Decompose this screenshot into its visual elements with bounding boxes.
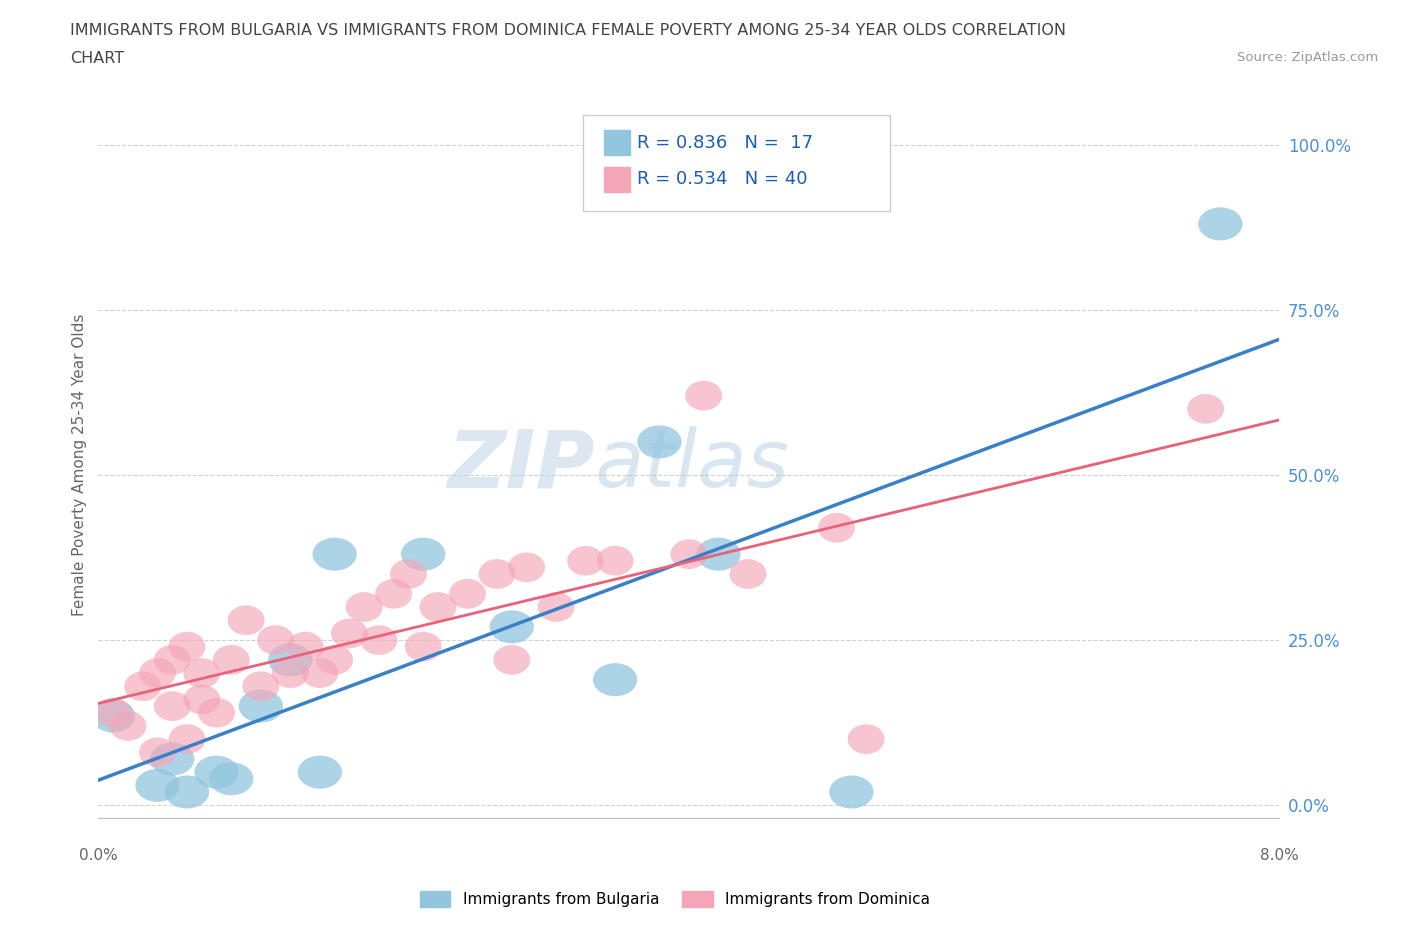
Ellipse shape bbox=[183, 684, 221, 714]
Ellipse shape bbox=[593, 663, 637, 697]
Ellipse shape bbox=[489, 610, 534, 644]
Ellipse shape bbox=[671, 539, 707, 569]
Legend: Immigrants from Bulgaria, Immigrants from Dominica: Immigrants from Bulgaria, Immigrants fro… bbox=[413, 884, 936, 913]
Ellipse shape bbox=[401, 538, 446, 571]
Ellipse shape bbox=[1198, 207, 1243, 241]
Ellipse shape bbox=[360, 625, 398, 655]
Ellipse shape bbox=[346, 592, 382, 622]
Ellipse shape bbox=[110, 711, 146, 741]
Bar bbox=[605, 130, 630, 155]
Ellipse shape bbox=[153, 645, 191, 675]
Ellipse shape bbox=[153, 691, 191, 721]
Bar bbox=[605, 166, 630, 193]
Ellipse shape bbox=[269, 644, 312, 676]
Ellipse shape bbox=[494, 645, 530, 675]
Ellipse shape bbox=[312, 538, 357, 571]
Ellipse shape bbox=[449, 579, 486, 608]
Ellipse shape bbox=[375, 579, 412, 608]
Ellipse shape bbox=[389, 559, 427, 589]
Ellipse shape bbox=[330, 618, 368, 648]
Ellipse shape bbox=[239, 689, 283, 723]
Ellipse shape bbox=[405, 631, 441, 661]
Ellipse shape bbox=[194, 756, 239, 789]
Ellipse shape bbox=[696, 538, 741, 571]
Ellipse shape bbox=[419, 592, 457, 622]
Ellipse shape bbox=[637, 425, 682, 458]
Ellipse shape bbox=[91, 699, 135, 733]
Ellipse shape bbox=[242, 671, 280, 701]
Ellipse shape bbox=[596, 546, 634, 576]
Ellipse shape bbox=[830, 776, 873, 808]
FancyBboxPatch shape bbox=[582, 115, 890, 210]
Ellipse shape bbox=[298, 756, 342, 789]
Ellipse shape bbox=[135, 769, 180, 802]
Text: IMMIGRANTS FROM BULGARIA VS IMMIGRANTS FROM DOMINICA FEMALE POVERTY AMONG 25-34 : IMMIGRANTS FROM BULGARIA VS IMMIGRANTS F… bbox=[70, 23, 1066, 38]
Ellipse shape bbox=[209, 763, 253, 795]
Ellipse shape bbox=[271, 658, 309, 688]
Ellipse shape bbox=[1187, 394, 1225, 424]
Ellipse shape bbox=[169, 724, 205, 754]
Ellipse shape bbox=[730, 559, 766, 589]
Ellipse shape bbox=[537, 592, 575, 622]
Ellipse shape bbox=[139, 737, 176, 767]
Text: CHART: CHART bbox=[70, 51, 124, 66]
Ellipse shape bbox=[257, 625, 294, 655]
Ellipse shape bbox=[228, 605, 264, 635]
Ellipse shape bbox=[818, 512, 855, 542]
Text: 0.0%: 0.0% bbox=[79, 848, 118, 863]
Ellipse shape bbox=[508, 552, 546, 582]
Y-axis label: Female Poverty Among 25-34 Year Olds: Female Poverty Among 25-34 Year Olds bbox=[72, 313, 87, 617]
Ellipse shape bbox=[183, 658, 221, 688]
Ellipse shape bbox=[198, 698, 235, 727]
Ellipse shape bbox=[685, 380, 723, 410]
Text: ZIP: ZIP bbox=[447, 426, 595, 504]
Ellipse shape bbox=[169, 631, 205, 661]
Ellipse shape bbox=[848, 724, 884, 754]
Ellipse shape bbox=[139, 658, 176, 688]
Text: R = 0.534   N = 40: R = 0.534 N = 40 bbox=[637, 170, 807, 189]
Ellipse shape bbox=[301, 658, 339, 688]
Ellipse shape bbox=[567, 546, 605, 576]
Ellipse shape bbox=[478, 559, 516, 589]
Ellipse shape bbox=[124, 671, 162, 701]
Ellipse shape bbox=[150, 742, 194, 776]
Text: Source: ZipAtlas.com: Source: ZipAtlas.com bbox=[1237, 51, 1378, 64]
Text: R = 0.836   N =  17: R = 0.836 N = 17 bbox=[637, 134, 813, 152]
Ellipse shape bbox=[212, 645, 250, 675]
Text: 8.0%: 8.0% bbox=[1260, 848, 1299, 863]
Ellipse shape bbox=[316, 645, 353, 675]
Ellipse shape bbox=[287, 631, 323, 661]
Ellipse shape bbox=[165, 776, 209, 808]
Ellipse shape bbox=[94, 698, 132, 727]
Text: atlas: atlas bbox=[595, 426, 789, 504]
